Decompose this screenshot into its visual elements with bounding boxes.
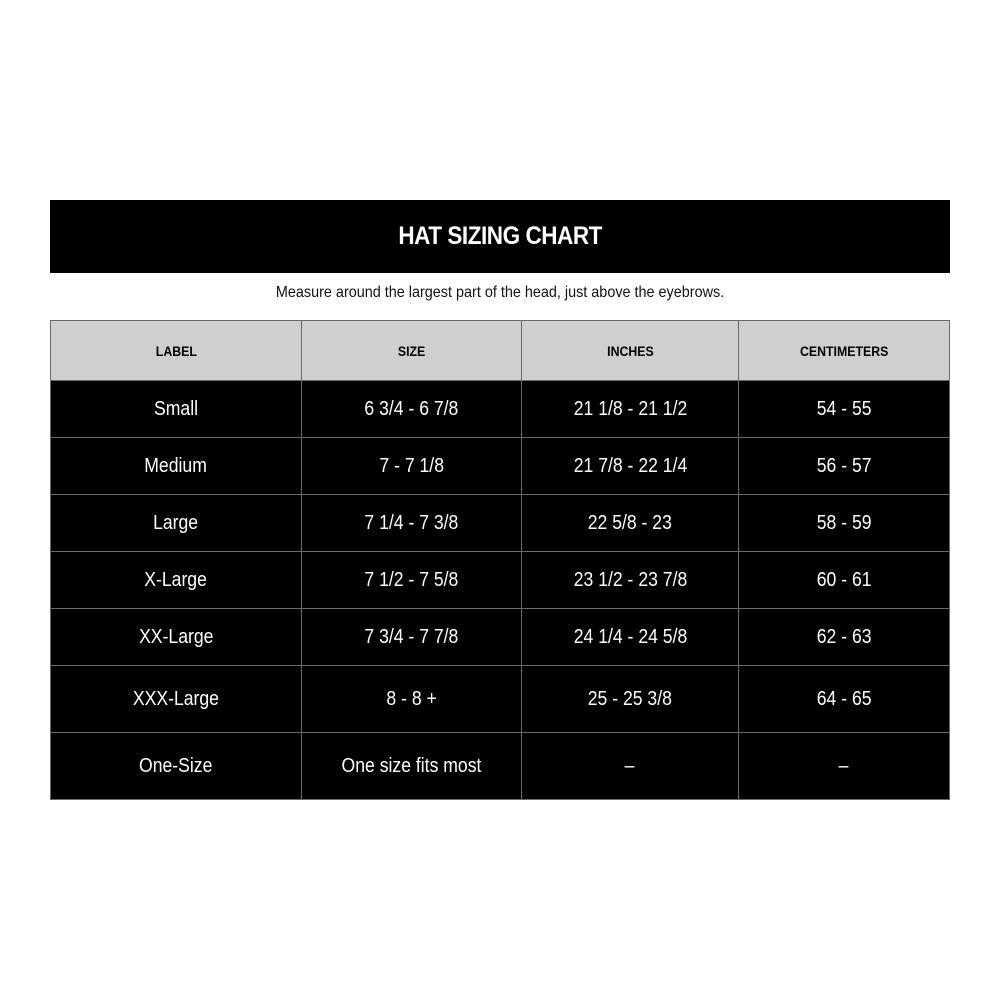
table-cell: 7 1/4 - 7 3/8 [301, 494, 522, 552]
table-cell: 54 - 55 [738, 380, 950, 438]
table-cell: Small [50, 380, 302, 438]
table-cell: 25 - 25 3/8 [521, 665, 739, 733]
table-cell: 8 - 8 + [301, 665, 522, 733]
table-row: Small 6 3/4 - 6 7/8 21 1/8 - 21 1/2 54 - 55 [50, 380, 950, 438]
table-cell: 7 - 7 1/8 [301, 437, 522, 495]
table-cell: One size fits most [301, 732, 522, 800]
table-cell: 7 3/4 - 7 7/8 [301, 608, 522, 666]
table-cell: – [521, 732, 739, 800]
column-header: INCHES [521, 320, 739, 381]
table-cell: XX-Large [50, 608, 302, 666]
table-cell: 60 - 61 [738, 551, 950, 609]
table-cell: 62 - 63 [738, 608, 950, 666]
table-row: XX-Large 7 3/4 - 7 7/8 24 1/4 - 24 5/8 62 -… [50, 608, 950, 666]
table-cell: 56 - 57 [738, 437, 950, 495]
column-header: LABEL [50, 320, 302, 381]
table-cell: Large [50, 494, 302, 552]
title-bar: HAT SIZING CHART [50, 200, 950, 273]
table-cell: 23 1/2 - 23 7/8 [521, 551, 739, 609]
table-cell: 58 - 59 [738, 494, 950, 552]
table-cell: X-Large [50, 551, 302, 609]
table-cell: One-Size [50, 732, 302, 800]
table-cell: XXX-Large [50, 665, 302, 733]
header-row: LABEL SIZE INCHES CENTIMETERS [50, 320, 950, 381]
column-header: SIZE [301, 320, 522, 381]
table-row: One-Size One size fits most – – [50, 732, 950, 800]
sizing-table: LABEL SIZE INCHES CENTIMETERS Small 6 3/4… [50, 320, 950, 800]
table-row: XXX-Large 8 - 8 +25 - 25 3/8 64 - 65 [50, 665, 950, 733]
table-cell: 24 1/4 - 24 5/8 [521, 608, 739, 666]
table-cell: 7 1/2 - 7 5/8 [301, 551, 522, 609]
table-cell: 21 7/8 - 22 1/4 [521, 437, 739, 495]
table-cell: 64 - 65 [738, 665, 950, 733]
subtitle-text: Measure around the largest part of the h… [275, 284, 725, 301]
column-header: CENTIMETERS [738, 320, 950, 381]
page-title: HAT SIZING CHART [398, 222, 602, 250]
table-cell: 22 5/8 - 23 [521, 494, 739, 552]
table-cell: 21 1/8 - 21 1/2 [521, 380, 739, 438]
subtitle: Measure around the largest part of the h… [0, 284, 1000, 302]
table-row: Large 7 1/4 - 7 3/8 22 5/8 - 23 58 - 59 [50, 494, 950, 552]
table-cell: 6 3/4 - 6 7/8 [301, 380, 522, 438]
table-row: Medium 7 - 7 1/8 21 7/8 - 22 1/4 56 - 57 [50, 437, 950, 495]
table-cell: Medium [50, 437, 302, 495]
table-cell: – [738, 732, 950, 800]
table-row: X-Large 7 1/2 - 7 5/8 23 1/2 - 23 7/8 60 - … [50, 551, 950, 609]
